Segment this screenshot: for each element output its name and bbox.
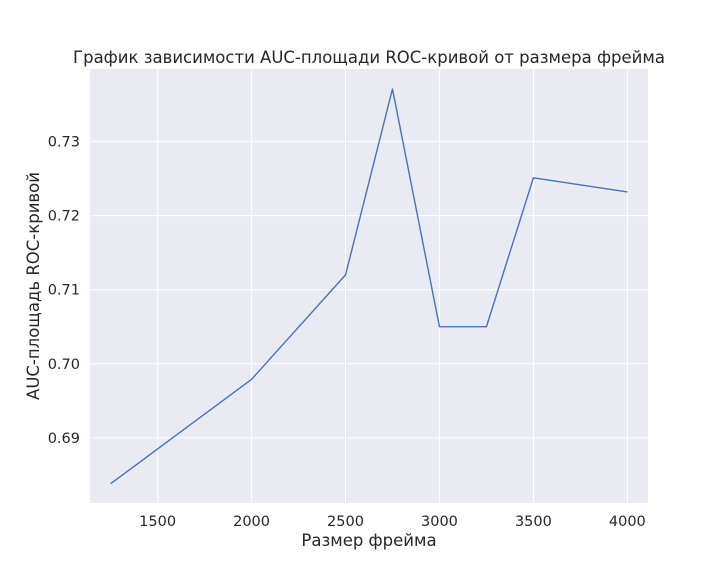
y-tick-label: 0.73 — [48, 135, 80, 151]
grid-lines — [90, 69, 648, 503]
y-tick-labels: 0.69 0.70 0.71 0.72 0.73 — [48, 135, 80, 447]
chart-title: График зависимости AUC-площади ROC-криво… — [73, 48, 665, 67]
series-line — [110, 88, 628, 485]
x-tick-label: 3000 — [421, 514, 458, 530]
x-tick-label: 3500 — [515, 514, 552, 530]
x-tick-label: 2000 — [233, 514, 270, 530]
x-tick-label: 1500 — [139, 514, 176, 530]
y-tick-label: 0.72 — [48, 209, 80, 225]
y-tick-label: 0.70 — [48, 357, 80, 373]
x-tick-label: 2500 — [327, 514, 364, 530]
x-tick-labels: 1500 2000 2500 3000 3500 4000 — [139, 514, 646, 530]
y-axis-label: AUC-площадь ROC-кривой — [24, 172, 43, 400]
x-tick-label: 4000 — [609, 514, 646, 530]
series-layer — [110, 88, 628, 485]
y-tick-label: 0.71 — [48, 283, 80, 299]
x-axis-label: Размер фрейма — [301, 531, 436, 550]
y-tick-label: 0.69 — [48, 431, 80, 447]
